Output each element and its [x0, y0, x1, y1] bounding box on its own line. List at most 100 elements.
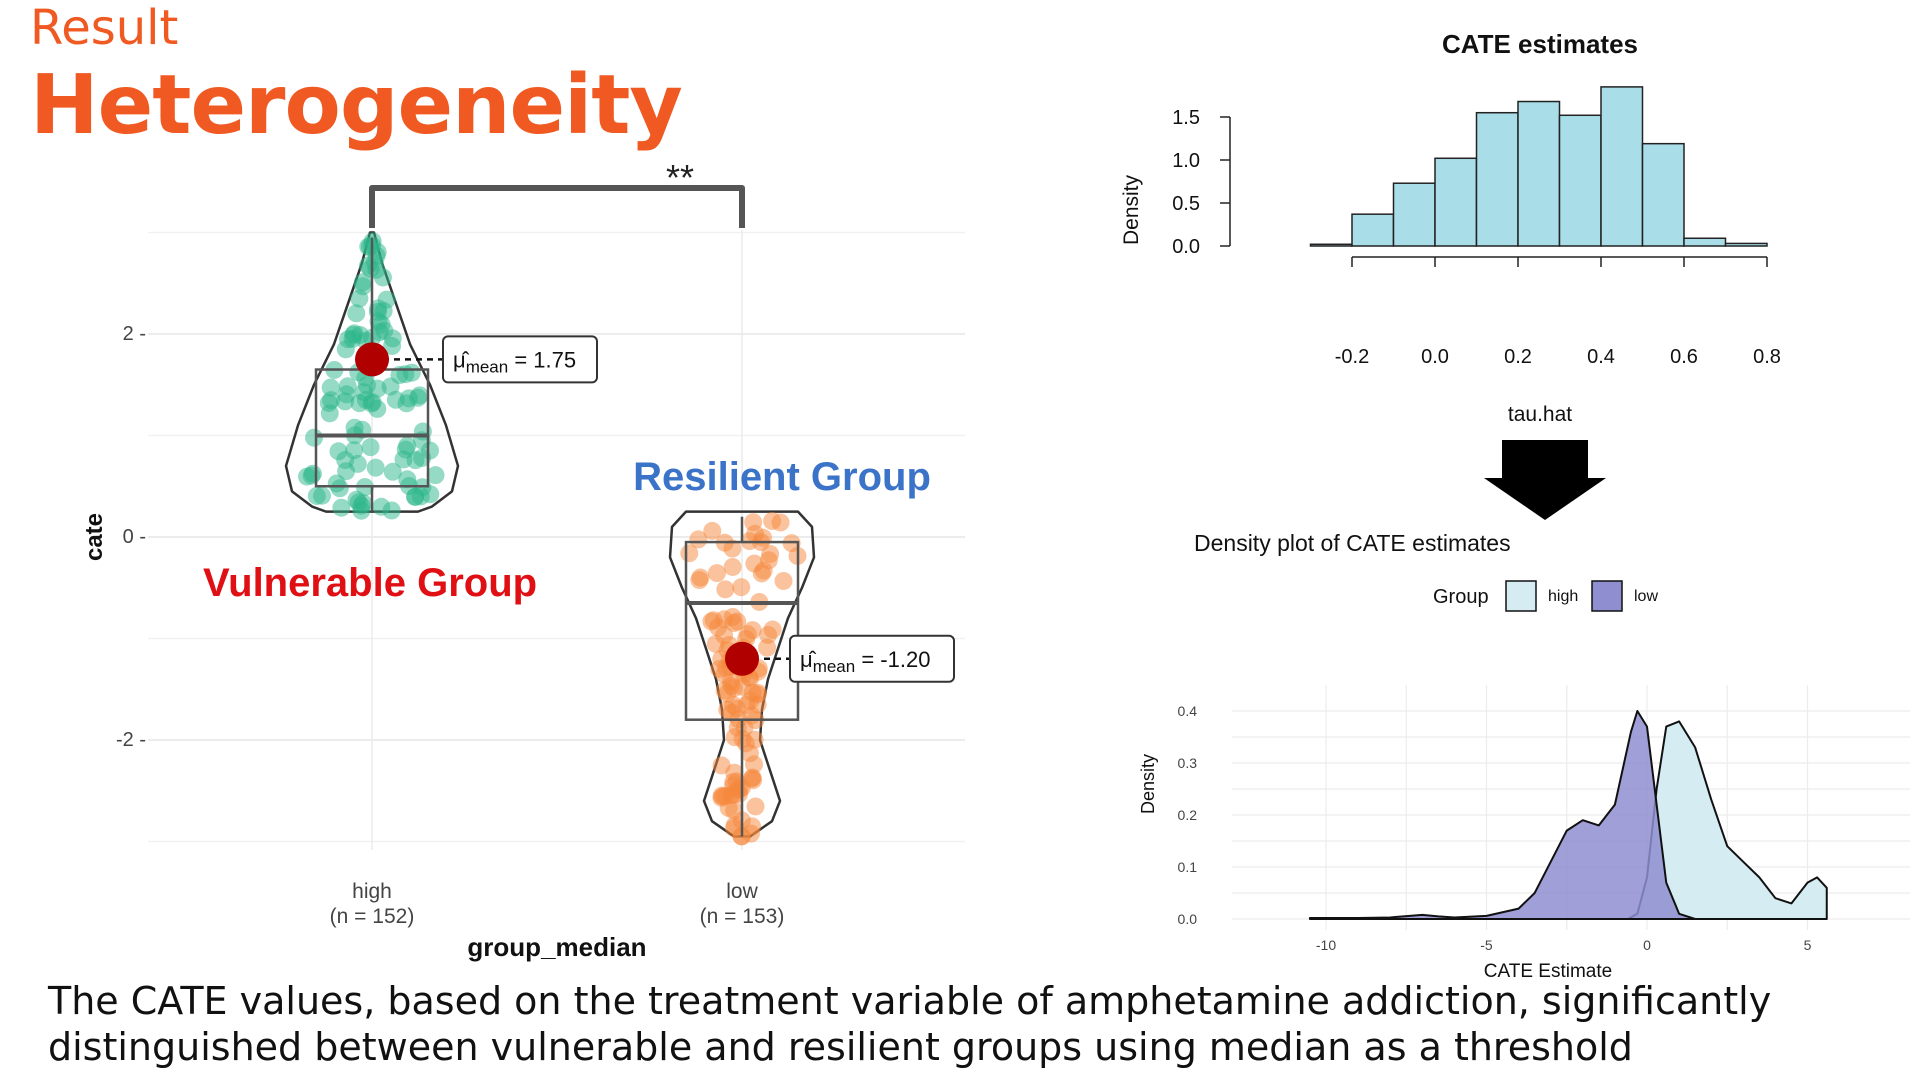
histogram-ylabel: Density — [1120, 174, 1143, 245]
significance-bracket — [369, 185, 745, 228]
violin-xtick-count: (n = 153) — [700, 905, 785, 928]
slide-caption: The CATE values, based on the treatment … — [48, 978, 1848, 1070]
jitter-point — [680, 544, 699, 563]
mean-label-box — [789, 634, 955, 683]
histogram-xlabel: tau.hat — [1508, 403, 1572, 426]
histogram-xtick-label: 0.8 — [1753, 346, 1781, 368]
jitter-point — [394, 450, 413, 469]
density-ytick-label: 0.2 — [1178, 807, 1198, 823]
violin-outline — [284, 231, 460, 513]
mean-point — [355, 342, 389, 377]
legend-high-swatch — [1505, 580, 1537, 612]
histogram-ytick-label: 0.5 — [1172, 193, 1200, 215]
density-title: Density plot of CATE estimates — [1194, 530, 1511, 556]
density-ylabel: Density — [1138, 754, 1158, 814]
jitter-point — [383, 337, 402, 356]
jitter-point — [332, 498, 351, 517]
jitter-point — [350, 394, 369, 413]
jitter-point — [327, 474, 346, 493]
violin-xlabel: group_median — [467, 932, 646, 962]
jitter-point — [313, 486, 332, 505]
jitter-point — [361, 438, 380, 457]
density-axes: -10 -5 0 5 0.0 0.1 0.2 0.3 0.4 — [1178, 703, 1812, 953]
violin-ytick-label: -2 - — [116, 729, 146, 751]
jitter-point — [758, 638, 777, 657]
jitter-point — [347, 304, 366, 323]
resilient-group-label: Resilient Group — [633, 455, 931, 499]
mean-label: μ̂mean = 1.75 — [453, 347, 576, 376]
mean-label: μ̂mean = -1.20 — [800, 647, 930, 676]
density-xtick-label: 0 — [1643, 937, 1651, 953]
jitter-point — [703, 521, 722, 540]
jitter-point — [321, 378, 340, 397]
jitter-point — [707, 564, 726, 583]
jitter-point — [744, 513, 763, 532]
jitter-point — [716, 580, 735, 599]
density-legend-title: Group — [1433, 586, 1489, 608]
legend-high-label: high — [1548, 588, 1578, 605]
jitter-point — [366, 458, 385, 477]
histogram-bars — [1309, 86, 1768, 247]
histogram-bar — [1392, 182, 1436, 247]
histogram-xtick-label: 0.4 — [1587, 346, 1615, 368]
jitter-point — [345, 324, 364, 343]
violin-points — [297, 232, 807, 846]
jitter-point — [745, 755, 764, 774]
box-iqr — [684, 540, 800, 721]
histogram-bar — [1434, 157, 1478, 247]
caption-line-2: distinguished between vulnerable and res… — [48, 1025, 1633, 1069]
jitter-point — [352, 496, 371, 515]
density-areas — [1308, 710, 1828, 920]
jitter-point — [410, 386, 429, 405]
legend-low-label: low — [1634, 588, 1658, 605]
histogram-bar — [1351, 213, 1395, 247]
violin-ylabel: cate — [81, 513, 108, 561]
histogram-bar — [1517, 100, 1561, 247]
histogram-xtick-label: 0.0 — [1421, 346, 1449, 368]
jitter-point — [738, 625, 757, 644]
histogram-xtick-label: 0.6 — [1670, 346, 1698, 368]
jitter-point — [383, 462, 402, 481]
caption-line-1: The CATE values, based on the treatment … — [48, 979, 1772, 1023]
jitter-point — [345, 441, 364, 460]
jitter-point — [752, 564, 771, 583]
density-ytick-label: 0.3 — [1178, 755, 1198, 771]
histogram-axes: -0.2 0.0 0.2 0.4 0.6 0.8 0.0 0.5 1.0 1.5 — [1172, 107, 1781, 368]
jitter-point — [691, 568, 710, 587]
jitter-point — [297, 467, 316, 486]
jitter-point — [402, 363, 421, 382]
density-xlabel: CATE Estimate — [1484, 961, 1612, 982]
histogram-title: CATE estimates — [1442, 29, 1638, 59]
slide-subtitle: Result — [30, 0, 179, 56]
mean-label-box — [442, 335, 598, 384]
jitter-point — [774, 571, 793, 590]
histogram-xtick-label: 0.2 — [1504, 346, 1532, 368]
violin-boxes — [314, 237, 800, 837]
jitter-point — [381, 377, 400, 396]
histogram-ytick-label: 0.0 — [1172, 236, 1200, 258]
jitter-point — [730, 784, 749, 803]
jitter-point — [357, 376, 376, 395]
histogram-bar — [1683, 237, 1727, 247]
density-xtick-label: -10 — [1316, 937, 1336, 953]
jitter-point — [372, 497, 391, 516]
jitter-point — [737, 695, 756, 714]
histogram-bar — [1309, 243, 1353, 247]
violin-xtick-label: high — [352, 880, 392, 903]
jitter-point — [337, 385, 356, 404]
jitter-point — [426, 466, 445, 485]
slide-title: Heterogeneity — [30, 58, 683, 153]
jitter-point — [723, 557, 742, 576]
jitter-point — [367, 260, 386, 279]
density-ytick-label: 0.0 — [1178, 911, 1198, 927]
jitter-point — [319, 393, 338, 412]
violin-xtick-count: (n = 152) — [330, 905, 415, 928]
violin-means: μ̂mean = 1.75 μ̂mean = -1.20 — [355, 335, 955, 683]
histogram-bar — [1600, 86, 1644, 247]
violin-xtick-label: low — [726, 880, 758, 903]
violin-ytick-label: 0 - — [123, 526, 146, 548]
legend-low-swatch — [1591, 580, 1623, 612]
jitter-point — [718, 684, 737, 703]
violin-ytick-label: 2 - — [123, 323, 146, 345]
jitter-point — [353, 277, 372, 296]
